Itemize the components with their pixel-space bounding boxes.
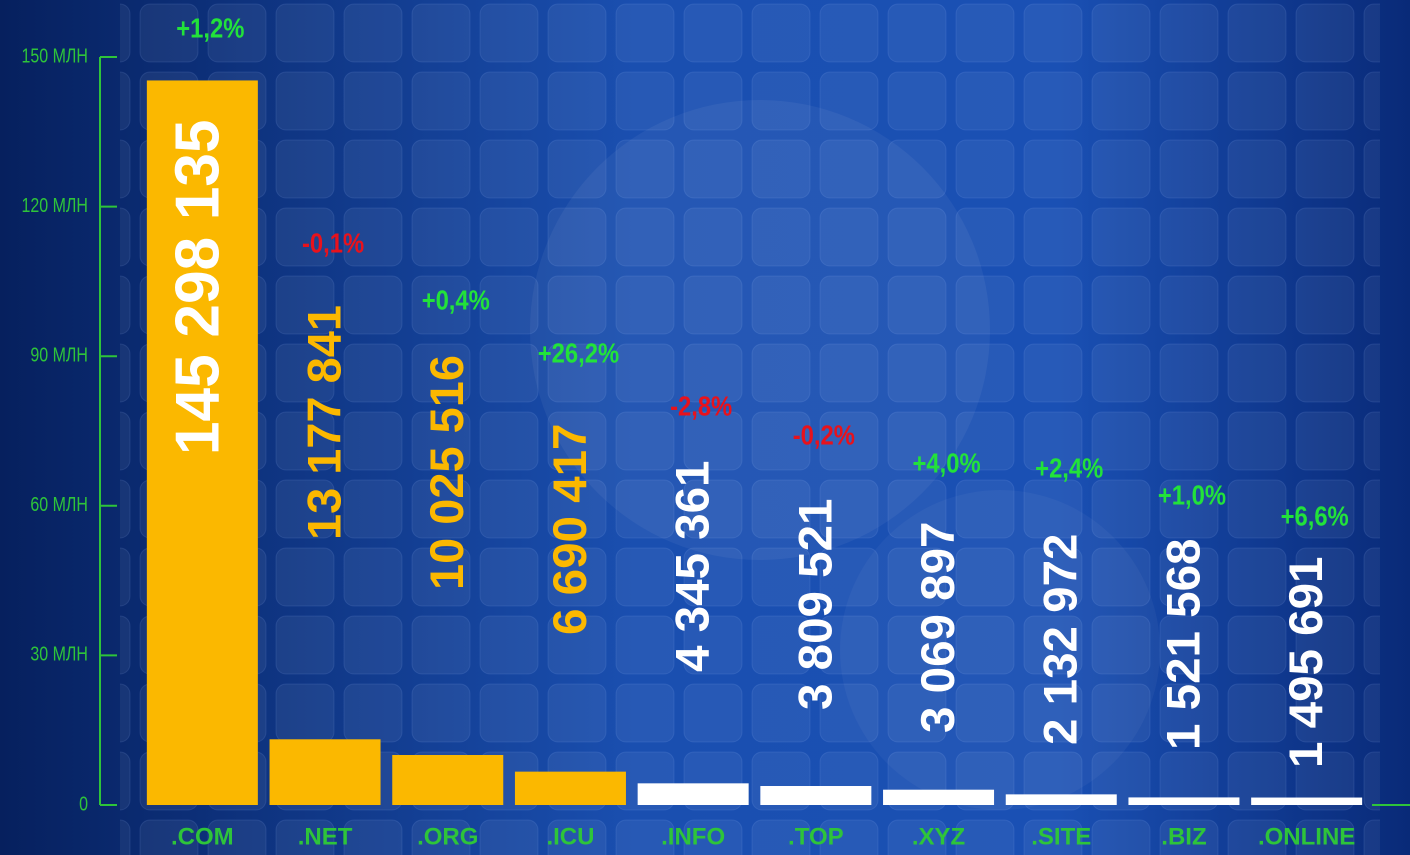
bar <box>392 755 503 805</box>
y-tick-label: 0 <box>79 793 88 815</box>
bar <box>515 772 626 805</box>
chart: 0 30 МЛН 60 МЛН 90 МЛН 120 МЛН 150 МЛН .COM 145… <box>0 0 1410 855</box>
change-label: +1,2% <box>176 12 244 44</box>
value-label: 145 298 135 <box>164 120 233 455</box>
x-tick-label: .COM <box>171 823 234 850</box>
bar <box>270 739 381 805</box>
value-label: 4 345 361 <box>666 461 719 673</box>
change-label: +0,4% <box>422 284 490 316</box>
decor <box>840 490 1160 810</box>
change-label: +6,6% <box>1281 500 1349 532</box>
decor <box>530 100 990 560</box>
y-tick-label: 30 МЛН <box>30 643 88 665</box>
value-label: 6 690 417 <box>543 424 596 636</box>
bar <box>638 783 749 805</box>
value-label: 10 025 516 <box>420 355 473 590</box>
x-tick-label: .INFO <box>661 823 725 850</box>
bar <box>1006 794 1117 805</box>
value-label: 1 495 691 <box>1279 557 1332 769</box>
change-label: +26,2% <box>538 337 619 369</box>
change-label: +4,0% <box>912 447 980 479</box>
value-label: 13 177 841 <box>297 305 350 540</box>
x-tick-label: .ORG <box>417 823 478 850</box>
x-tick-label: .SITE <box>1031 823 1091 850</box>
x-tick-label: .TOP <box>788 823 844 850</box>
x-tick-label: .NET <box>298 823 353 850</box>
value-label: 2 132 972 <box>1034 534 1087 746</box>
x-tick-label: .ONLINE <box>1258 823 1355 850</box>
y-tick-label: 150 МЛН <box>21 45 88 67</box>
change-label: -0,1% <box>302 227 364 259</box>
change-label: -2,8% <box>670 390 732 422</box>
value-label: 3 069 897 <box>911 521 964 733</box>
y-tick-label: 120 МЛН <box>21 194 88 216</box>
x-tick-label: .ICU <box>546 823 594 850</box>
bar <box>1251 798 1362 805</box>
bar <box>883 790 994 805</box>
change-label: -0,2% <box>793 419 855 451</box>
change-label: +1,0% <box>1158 479 1226 511</box>
change-label: +2,4% <box>1035 452 1103 484</box>
value-label: 3 809 521 <box>788 499 841 711</box>
value-label: 1 521 568 <box>1156 539 1209 751</box>
bar <box>1128 797 1239 805</box>
x-tick-label: .XYZ <box>912 823 965 850</box>
y-tick-label: 60 МЛН <box>30 493 88 515</box>
bar <box>760 786 871 805</box>
y-tick-label: 90 МЛН <box>30 344 88 366</box>
x-tick-label: .BIZ <box>1161 823 1206 850</box>
